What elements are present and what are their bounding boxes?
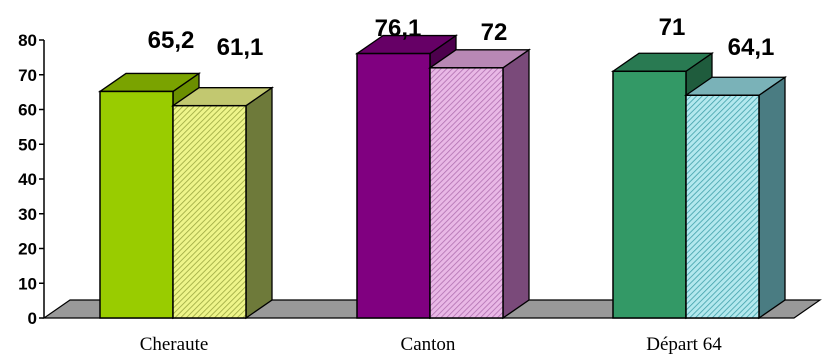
bar	[99, 90, 174, 319]
bar-side	[758, 76, 786, 320]
bar	[429, 67, 504, 319]
bar	[356, 52, 431, 319]
x-tick-label: Cheraute	[140, 334, 209, 355]
data-label: 71	[659, 14, 686, 41]
y-tick-label: 10	[18, 274, 37, 293]
y-tick-label: 80	[18, 31, 37, 50]
y-tick-label: 20	[18, 240, 37, 259]
y-tick-label: 40	[18, 170, 37, 189]
y-tick-label: 70	[18, 66, 37, 85]
data-label: 76,1	[375, 15, 422, 42]
bar	[685, 94, 760, 319]
y-tick-label: 60	[18, 101, 37, 120]
x-tick-label: Canton	[401, 334, 456, 355]
data-label: 65,2	[148, 27, 195, 54]
data-label: 61,1	[217, 34, 264, 61]
bar	[612, 70, 687, 319]
x-tick-label: Départ 64	[646, 334, 722, 355]
y-tick-label: 50	[18, 135, 37, 154]
bar-side	[245, 86, 273, 320]
bar-side	[502, 48, 530, 320]
data-label: 72	[481, 19, 508, 46]
bar	[172, 104, 247, 319]
y-tick-label: 0	[28, 309, 37, 328]
data-label: 64,1	[728, 34, 775, 61]
y-tick-label: 30	[18, 205, 37, 224]
